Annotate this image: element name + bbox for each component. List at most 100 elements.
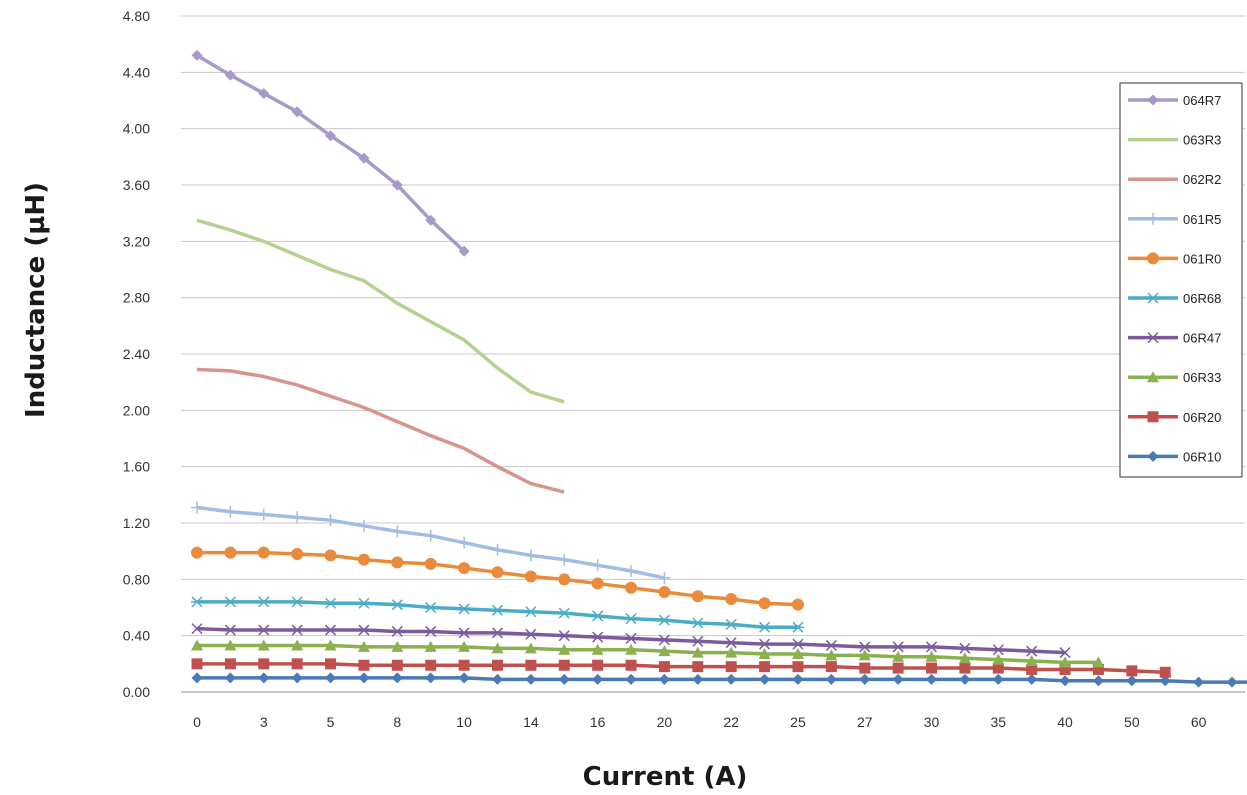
data-point xyxy=(325,130,337,142)
y-tick-label: 2.00 xyxy=(123,402,150,418)
data-point xyxy=(425,214,437,226)
data-point xyxy=(725,618,738,630)
data-point xyxy=(558,630,570,642)
data-point xyxy=(959,673,971,685)
x-tick-label: 22 xyxy=(723,714,739,730)
data-point xyxy=(424,557,437,570)
data-point xyxy=(658,571,671,584)
x-tick-label: 30 xyxy=(924,714,940,730)
series-06r68 xyxy=(191,596,804,633)
data-point xyxy=(1147,252,1159,265)
data-point xyxy=(391,599,404,611)
data-point xyxy=(224,546,237,559)
y-tick-label: 4.80 xyxy=(123,8,150,24)
x-tick-label: 35 xyxy=(991,714,1007,730)
data-point xyxy=(792,638,804,650)
data-point xyxy=(591,559,604,572)
data-point xyxy=(458,562,471,575)
series-062r2 xyxy=(196,367,565,494)
legend-label: 063R3 xyxy=(1183,133,1221,148)
legend-item: 06R68 xyxy=(1128,291,1221,306)
data-point xyxy=(1025,655,1038,667)
data-point xyxy=(858,649,871,661)
legend-item: 06R47 xyxy=(1128,331,1221,346)
data-point xyxy=(625,673,637,685)
data-point xyxy=(324,514,337,527)
data-point xyxy=(291,106,303,118)
data-point xyxy=(759,638,771,650)
data-point xyxy=(625,643,638,655)
data-point xyxy=(791,598,804,611)
legend-label: 06R47 xyxy=(1183,331,1221,346)
data-point xyxy=(324,639,337,651)
y-tick-label: 4.00 xyxy=(123,121,150,137)
x-tick-label: 0 xyxy=(193,714,201,730)
data-point xyxy=(1159,666,1171,678)
y-axis-title: Inductance (µH) xyxy=(21,182,51,418)
data-point xyxy=(491,659,503,671)
data-point xyxy=(325,672,337,684)
data-point xyxy=(892,641,904,653)
data-point xyxy=(391,659,403,671)
y-tick-label: 4.40 xyxy=(123,64,150,80)
data-point xyxy=(725,661,737,673)
data-point xyxy=(257,596,270,608)
data-point xyxy=(1026,645,1038,657)
y-tick-label: 1.60 xyxy=(123,459,150,475)
data-point xyxy=(691,617,704,629)
data-point xyxy=(458,245,470,257)
x-tick-label: 60 xyxy=(1191,714,1207,730)
data-point xyxy=(658,634,670,646)
data-point xyxy=(591,643,604,655)
data-point xyxy=(358,672,370,684)
data-point xyxy=(391,525,404,538)
data-point xyxy=(792,661,804,673)
data-point xyxy=(625,632,637,645)
data-point xyxy=(591,610,604,622)
data-point xyxy=(926,673,938,685)
legend-item: 06R10 xyxy=(1128,449,1221,464)
data-point xyxy=(291,658,303,670)
legend-item: 06R20 xyxy=(1128,410,1221,425)
data-point xyxy=(725,646,738,658)
data-point xyxy=(224,596,237,608)
data-point xyxy=(791,647,804,659)
data-point xyxy=(558,607,571,619)
data-point xyxy=(558,659,570,671)
data-point xyxy=(357,519,370,532)
legend-label: 061R5 xyxy=(1183,212,1221,227)
data-point xyxy=(425,659,437,671)
x-tick-labels: 0 3 5 8 10 14 16 20 22 25 27 30 35 40 50 60 xyxy=(193,714,1207,730)
data-point xyxy=(1059,647,1071,659)
series-063r3 xyxy=(196,218,565,404)
data-point xyxy=(491,673,503,685)
data-point xyxy=(425,672,437,684)
data-point xyxy=(1059,663,1071,675)
series-06r47 xyxy=(191,623,1071,659)
x-tick-label: 40 xyxy=(1057,714,1073,730)
data-point xyxy=(224,624,236,636)
data-point xyxy=(325,658,337,670)
data-point xyxy=(625,564,638,577)
data-point xyxy=(1147,450,1159,462)
data-point xyxy=(224,505,237,518)
series-06r10 xyxy=(191,672,1247,688)
data-point xyxy=(258,672,270,684)
data-point xyxy=(758,597,771,610)
series-line xyxy=(197,643,1099,665)
x-tick-label: 20 xyxy=(657,714,673,730)
y-tick-label: 3.20 xyxy=(123,233,150,249)
data-point xyxy=(992,644,1004,656)
data-point xyxy=(892,650,905,662)
data-point xyxy=(1147,292,1159,304)
data-point xyxy=(859,662,871,674)
data-point xyxy=(258,658,270,670)
x-tick-label: 10 xyxy=(456,714,472,730)
x-tick-label: 14 xyxy=(523,714,539,730)
data-point xyxy=(591,577,604,590)
data-point xyxy=(1147,94,1159,106)
data-point xyxy=(391,179,403,191)
data-point xyxy=(224,658,236,670)
x-tick-label: 16 xyxy=(590,714,606,730)
legend-label: 064R7 xyxy=(1183,93,1221,108)
